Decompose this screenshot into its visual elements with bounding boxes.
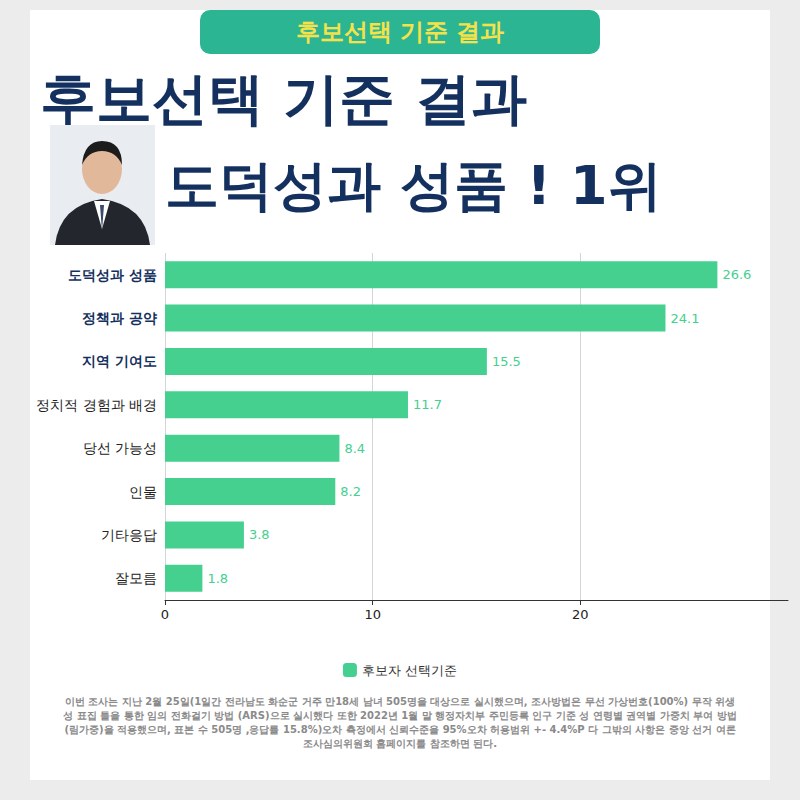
svg-text:20: 20	[572, 607, 589, 622]
html-text:후보선택 기준 결과: 후보선택 기준 결과	[295, 18, 505, 46]
html-text:이번 조사는 지난 2월 25일(1일간 전라남도 화순군: 이번 조사는 지난 2월 25일(1일간 전라남도 화순군 거주 만18세 남녀…	[63, 696, 737, 749]
svg-text:3.8: 3.8	[249, 527, 270, 542]
svg-text:당선 가능성: 당선 가능성	[83, 440, 157, 456]
svg-text:8.2: 8.2	[340, 484, 361, 499]
svg-text:정치적 경험과 배경: 정치적 경험과 배경	[36, 397, 157, 413]
svg-text:후보자 선택기준: 후보자 선택기준	[362, 663, 457, 678]
svg-text:24.1: 24.1	[670, 311, 699, 326]
svg-text:1.8: 1.8	[207, 571, 228, 586]
svg-text:0: 0	[161, 607, 169, 622]
svg-text:잘모름: 잘모름	[115, 570, 157, 586]
svg-text:11.7: 11.7	[413, 397, 442, 412]
html-text:도덕성과 성품 ! 1위: 도덕성과 성품 ! 1위	[165, 154, 662, 217]
html-text:후보선택 기준 결과: 후보선택 기준 결과	[40, 66, 527, 131]
svg-text:도덕성과 성품: 도덕성과 성품	[68, 267, 157, 283]
svg-text:8.4: 8.4	[344, 441, 365, 456]
svg-text:15.5: 15.5	[492, 354, 521, 369]
svg-text:지역 기여도: 지역 기여도	[82, 353, 157, 369]
svg-text:10: 10	[364, 607, 381, 622]
svg-text:정책과 공약: 정책과 공약	[82, 310, 157, 326]
svg-text:인물: 인물	[129, 484, 157, 500]
svg-text:기타응답: 기타응답	[101, 527, 157, 543]
svg-text:26.6: 26.6	[722, 267, 751, 282]
